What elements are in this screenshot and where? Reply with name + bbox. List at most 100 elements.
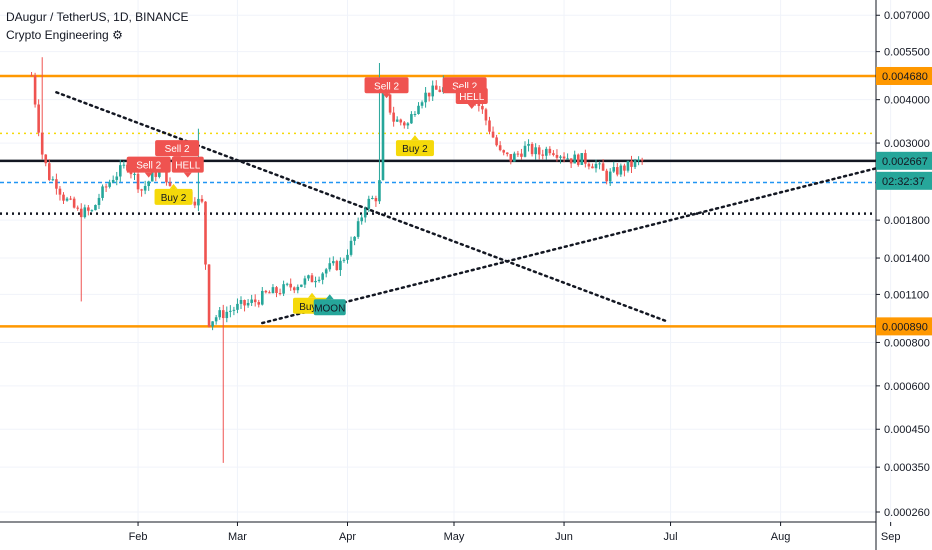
candle-body xyxy=(406,123,410,126)
candle-body xyxy=(65,198,69,201)
candle-body xyxy=(555,154,559,158)
candle-body xyxy=(214,317,218,322)
candle-body xyxy=(55,179,58,189)
candle-body xyxy=(410,114,413,124)
candle-body xyxy=(587,163,591,167)
indicator-name: Crypto Engineering xyxy=(6,28,109,42)
price-axis[interactable]: 0.007000 0.005500 0.004000 0.003000 0.001800… xyxy=(875,0,930,550)
candle-body xyxy=(513,153,516,162)
candle-body xyxy=(576,154,580,165)
candle-body xyxy=(523,145,527,157)
price-tag-label: 0.002667 xyxy=(882,156,928,168)
settings-icon[interactable]: ⚙ xyxy=(112,28,123,42)
candle-body xyxy=(83,207,87,218)
x-tick-label: Jun xyxy=(555,531,573,543)
candle-body xyxy=(193,201,197,206)
candle-body xyxy=(591,166,594,169)
candle-body xyxy=(58,188,62,195)
candle-body xyxy=(424,92,427,103)
candle-body xyxy=(420,102,424,106)
signal-text: Sell 2 xyxy=(452,81,477,92)
candle-body xyxy=(605,170,608,182)
signal-label: Sell 2 xyxy=(126,156,171,178)
signal-label: HELL xyxy=(455,87,488,109)
y-tick-label: 0.001100 xyxy=(884,289,929,301)
candle-body xyxy=(619,165,623,175)
candle-body xyxy=(111,179,115,183)
candle-body xyxy=(218,310,221,318)
grid xyxy=(0,0,892,522)
candle-body xyxy=(232,309,236,311)
signal-arrow xyxy=(467,103,476,109)
candle-body xyxy=(275,287,278,294)
candle-body xyxy=(285,283,289,285)
candle-body xyxy=(630,160,633,167)
candle-body xyxy=(527,143,530,146)
candle-body xyxy=(243,300,246,306)
candle-body xyxy=(69,198,72,200)
candle-body xyxy=(413,113,417,115)
candle-body xyxy=(246,302,250,306)
candle-body xyxy=(211,321,214,327)
price-tag-box xyxy=(876,317,932,336)
candle-body xyxy=(154,172,158,177)
price-tag: 0.002667 xyxy=(876,151,932,170)
candle-body xyxy=(573,154,576,164)
candle-body xyxy=(76,207,79,209)
candle-body xyxy=(261,290,264,305)
candle-body xyxy=(48,163,51,180)
trend-line xyxy=(261,163,892,325)
indicator-title[interactable]: Crypto Engineering ⚙ xyxy=(6,26,189,44)
candle-body xyxy=(509,154,513,162)
candle-body xyxy=(495,137,498,146)
signal-text: Buy 2 xyxy=(299,302,325,313)
candle-body xyxy=(548,148,552,154)
candle-body xyxy=(371,197,374,199)
candle-body xyxy=(623,165,626,171)
candle-body xyxy=(150,172,154,182)
price-tag-box xyxy=(876,66,932,85)
y-tick-label: 0.000350 xyxy=(884,462,930,474)
y-tick-label: 0.000260 xyxy=(884,507,930,519)
candle-body xyxy=(637,159,640,161)
signal-label: Sell 2 xyxy=(364,77,409,99)
symbol-title[interactable]: DAugur / TetherUS, 1D, BINANCE xyxy=(6,10,189,24)
candle-body xyxy=(374,197,378,202)
candle-body xyxy=(197,198,200,206)
candle-body xyxy=(30,75,33,77)
signal-box xyxy=(126,156,171,173)
price-tags: 0.004680 0.002667 02:32:37 0.000890 xyxy=(876,66,932,336)
price-tag-label: 0.004680 xyxy=(882,71,928,83)
signal-text: HELL xyxy=(459,92,484,103)
candle-body xyxy=(491,131,495,138)
candle-body xyxy=(580,153,584,165)
time-axis[interactable]: Feb Mar Apr May Jun Jul Aug Sep xyxy=(0,521,900,543)
candle-body xyxy=(633,160,637,167)
candle-body xyxy=(204,201,207,265)
x-tick-label: Apr xyxy=(339,531,356,543)
y-tick-label: 0.005500 xyxy=(884,47,930,59)
candle-body xyxy=(403,122,406,126)
candle-body xyxy=(97,197,101,206)
candle-body xyxy=(566,158,569,160)
candle-body xyxy=(264,290,268,293)
chart-legend: DAugur / TetherUS, 1D, BINANCE Crypto En… xyxy=(6,8,189,44)
candle-body xyxy=(498,145,502,151)
trend-line xyxy=(55,91,669,323)
candle-body xyxy=(342,259,346,261)
x-tick-label: Mar xyxy=(228,531,247,543)
candle-body xyxy=(282,284,285,294)
y-tick-label: 0.004000 xyxy=(884,95,930,107)
signal-text: Buy 2 xyxy=(161,193,187,204)
candle-body xyxy=(296,286,300,291)
signal-label: MOON xyxy=(313,294,346,316)
candle-body xyxy=(101,186,104,198)
y-tick-label: 0.000450 xyxy=(884,424,930,436)
candle-body xyxy=(253,299,257,303)
candle-body xyxy=(569,158,573,164)
candle-body xyxy=(239,300,243,304)
price-tag-label: 02:32:37 xyxy=(882,176,925,188)
candle-body xyxy=(537,147,541,155)
